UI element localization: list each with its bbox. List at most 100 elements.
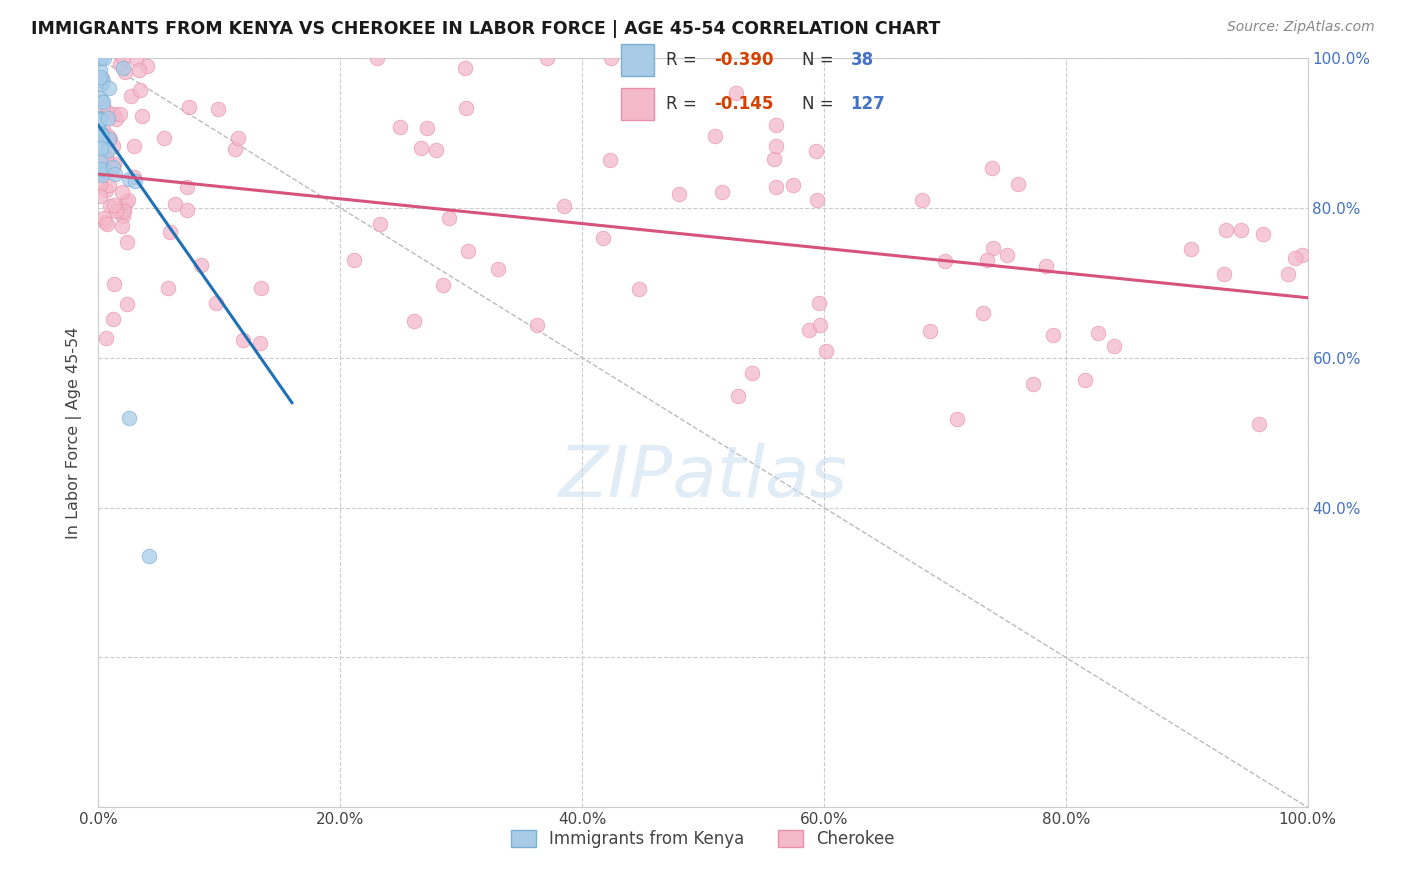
Point [89,166,111,180]
Point [1251,227,1274,242]
Text: ZIPatlas: ZIPatlas [558,443,848,512]
Point [89,154,111,169]
Point [90,141,112,155]
Text: 38: 38 [851,51,873,69]
Point [486,262,509,277]
Point [627,282,650,296]
Point [782,178,804,192]
Point [122,169,145,184]
Point [176,203,198,218]
FancyBboxPatch shape [620,88,654,120]
Point [741,366,763,380]
Point [1022,376,1045,391]
Point [176,180,198,194]
Point [249,335,271,350]
Point [138,549,160,564]
Point [89,125,111,139]
Point [815,344,838,359]
Point [103,198,125,212]
Point [409,140,432,154]
Point [599,51,621,65]
Point [129,82,152,96]
Point [103,157,125,171]
Point [89,188,111,202]
Point [370,217,392,231]
Point [89,91,111,105]
Point [117,193,139,207]
Point [1087,326,1109,340]
Point [163,196,186,211]
Text: R =: R = [666,51,702,69]
Point [131,109,153,123]
Point [89,112,111,127]
Point [807,296,830,310]
Point [111,185,134,199]
Point [94,215,117,229]
Point [103,107,125,121]
Point [110,201,132,215]
Point [432,277,454,292]
Point [98,199,121,213]
Text: -0.390: -0.390 [714,51,773,69]
Point [91,99,114,113]
Point [1102,339,1125,353]
Point [108,204,131,219]
Point [93,51,115,65]
Point [946,411,969,425]
Point [117,235,139,249]
Point [250,280,273,294]
Point [115,297,138,311]
Point [205,295,228,310]
Point [765,138,787,153]
Point [110,107,132,121]
Point [93,211,115,225]
Point [553,199,575,213]
Text: R =: R = [666,95,702,112]
Point [388,120,411,135]
Point [228,130,250,145]
Point [366,51,388,65]
Point [89,51,111,65]
Point [343,252,366,267]
Point [101,312,124,326]
Text: IMMIGRANTS FROM KENYA VS CHEROKEE IN LABOR FORCE | AGE 45-54 CORRELATION CHART: IMMIGRANTS FROM KENYA VS CHEROKEE IN LAB… [31,20,941,37]
Point [1291,247,1313,261]
Point [911,193,934,207]
Point [404,313,426,327]
Point [159,225,181,239]
Point [806,193,828,207]
Point [98,159,121,173]
Point [1007,177,1029,191]
Point [111,61,134,75]
Point [1277,267,1299,281]
Point [808,318,831,332]
Point [177,100,200,114]
Point [599,153,621,168]
Point [101,138,124,153]
Point [762,152,785,166]
FancyBboxPatch shape [620,44,654,76]
Point [94,183,117,197]
Point [90,94,112,108]
Point [114,65,136,79]
Point [93,95,115,109]
Point [1180,242,1202,256]
Point [727,389,749,403]
Point [1215,223,1237,237]
Point [89,177,111,191]
Point [704,128,727,143]
Point [103,277,125,291]
Point [97,111,120,125]
Point [207,102,229,116]
Point [153,131,176,145]
Point [232,333,254,347]
Point [112,204,135,219]
Point [592,230,614,244]
Point [89,112,111,126]
Point [1042,328,1064,343]
Point [91,121,114,136]
Text: -0.145: -0.145 [714,95,773,112]
Y-axis label: In Labor Force | Age 45-54: In Labor Force | Age 45-54 [66,326,83,539]
Point [111,219,134,233]
Point [128,63,150,78]
